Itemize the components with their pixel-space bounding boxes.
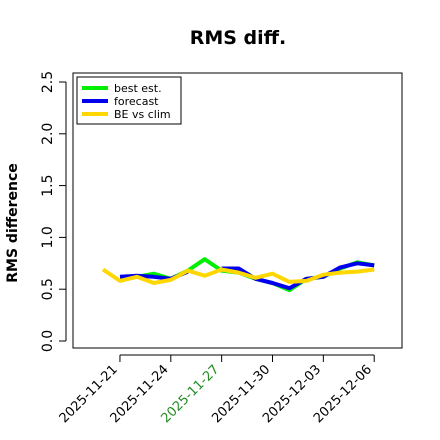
legend-label: forecast	[114, 95, 159, 108]
legend-label: BE vs clim	[114, 108, 171, 121]
series-line-be-vs-clim	[101, 267, 375, 285]
x-axis: 2025-11-212025-11-242025-11-272025-11-30…	[57, 354, 375, 426]
y-tick-label: 0.0	[40, 330, 56, 352]
y-tick-label: 2.5	[40, 71, 56, 93]
y-tick-label: 0.5	[40, 278, 56, 300]
y-tick-label: 2.0	[40, 123, 56, 145]
y-tick-label: 1.5	[40, 174, 56, 196]
chart-title: RMS diff.	[190, 27, 287, 49]
y-axis-label: RMS difference	[5, 163, 21, 283]
series-layer	[101, 257, 375, 293]
y-axis: 0.0 0.5 1.0 1.5 2.0 2.5	[40, 71, 67, 352]
plot-frame	[72, 72, 403, 349]
legend-label: best est.	[114, 82, 162, 95]
y-tick-label: 1.0	[40, 226, 56, 248]
